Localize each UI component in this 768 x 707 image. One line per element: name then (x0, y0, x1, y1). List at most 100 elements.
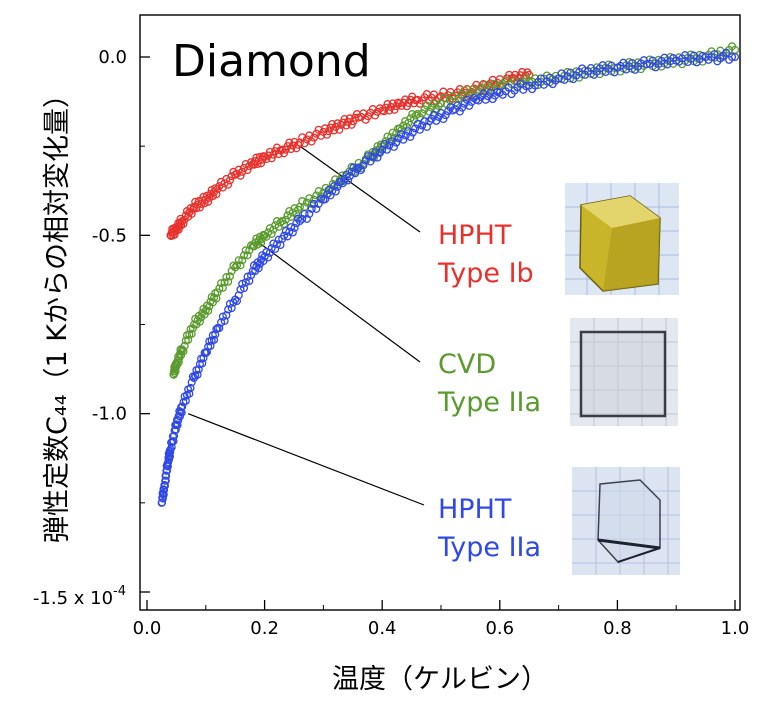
annotation-hpht-type-iia: HPHT Type IIa (437, 494, 541, 563)
data-point (198, 359, 207, 368)
data-point (288, 228, 297, 237)
data-point (204, 197, 213, 206)
y-axis-multiplier: -1.5 x 10-4 (33, 584, 126, 609)
data-point (586, 64, 595, 73)
data-point (451, 105, 460, 114)
data-point (187, 378, 196, 387)
data-point (722, 48, 731, 57)
data-point (180, 341, 189, 350)
data-point (177, 408, 186, 417)
data-point (418, 109, 427, 118)
data-point (234, 256, 243, 265)
leader-line (187, 413, 425, 506)
data-point (411, 124, 420, 133)
data-point (388, 128, 397, 137)
data-point (239, 284, 249, 293)
data-point (262, 248, 271, 257)
data-point (267, 244, 276, 253)
data-point (373, 153, 382, 162)
data-point (174, 358, 183, 367)
data-point (302, 214, 311, 223)
data-point (220, 316, 229, 325)
data-point (264, 253, 273, 262)
y-tick-label: -0.5 (92, 225, 127, 246)
y-tick-label: -1.5 (33, 588, 74, 609)
data-point (257, 238, 266, 247)
data-point (399, 135, 408, 144)
data-point (267, 229, 276, 238)
data-point (386, 133, 396, 142)
data-point (710, 50, 719, 59)
data-point (195, 317, 204, 326)
data-point (427, 103, 436, 112)
leader-line (258, 241, 421, 363)
data-point (366, 157, 375, 166)
y-axis-title: 弾性定数C₄₄（1 Kからの相対変化量） (42, 81, 73, 543)
data-point (408, 128, 417, 137)
data-point (642, 60, 651, 69)
data-point (232, 261, 242, 270)
data-point (401, 131, 410, 140)
data-point (460, 99, 469, 108)
data-point (680, 51, 690, 60)
data-point (243, 166, 252, 175)
data-point (619, 58, 628, 67)
data-point (455, 107, 464, 116)
data-point (257, 159, 266, 168)
data-point (177, 351, 186, 360)
data-point (238, 167, 247, 176)
y-tick-label: -1.0 (92, 404, 127, 425)
data-point (279, 231, 289, 240)
data-point (385, 141, 394, 150)
axis-ticks: 0.0 0.2 0.4 0.6 0.8 1.0 0.0 -0.5 -1.0 (92, 47, 749, 639)
data-point (161, 476, 170, 485)
data-point (178, 402, 187, 411)
data-point (218, 283, 227, 292)
data-point (254, 264, 263, 273)
data-point (730, 52, 740, 62)
data-point (441, 111, 450, 120)
data-point (185, 389, 194, 398)
data-point (169, 437, 178, 446)
data-point (215, 284, 224, 293)
data-point (225, 176, 234, 185)
data-point (166, 448, 175, 457)
chart-title: Diamond (172, 36, 371, 87)
annotation-label-line1: HPHT (438, 494, 512, 525)
data-point (279, 219, 289, 228)
data-point (283, 232, 292, 241)
data-point (174, 416, 183, 425)
data-point (359, 161, 368, 170)
data-point (194, 365, 203, 374)
data-point (160, 485, 169, 495)
data-point (202, 347, 212, 357)
data-point (598, 61, 607, 70)
data-point (227, 304, 236, 313)
data-point (241, 246, 250, 255)
y-axis-multiplier-base: x 10 (74, 588, 113, 609)
data-point (239, 251, 249, 260)
clear-cvd-diamond-plate-photo (570, 318, 678, 426)
data-point (199, 353, 208, 363)
x-tick-label: 0.4 (368, 618, 397, 639)
data-point (295, 217, 304, 226)
data-point (300, 209, 309, 218)
series-0 (166, 67, 534, 241)
data-point (274, 235, 283, 244)
data-point (222, 311, 231, 320)
data-point (213, 288, 222, 297)
data-point (305, 209, 314, 218)
data-point (336, 120, 346, 129)
data-point (160, 481, 169, 490)
data-point (184, 335, 193, 344)
data-point (192, 204, 201, 213)
data-point (328, 186, 337, 195)
data-point (406, 132, 415, 141)
data-point (322, 190, 331, 199)
data-point (260, 252, 269, 261)
data-point (382, 145, 391, 154)
data-point (236, 261, 245, 270)
data-point (272, 240, 281, 249)
x-axis-title: 温度（ケルビン） (332, 664, 548, 695)
data-point (243, 251, 252, 260)
